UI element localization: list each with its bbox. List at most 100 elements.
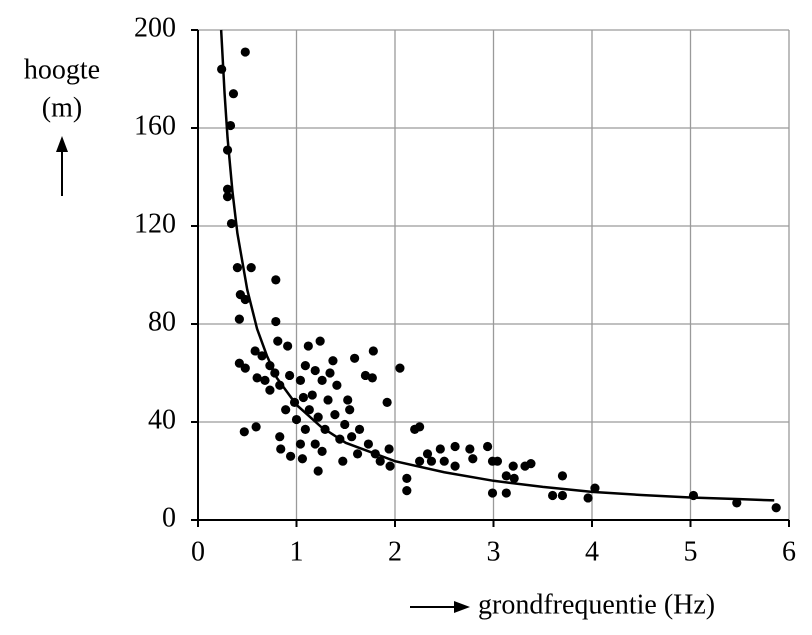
data-point (323, 395, 333, 405)
data-point (217, 64, 227, 74)
data-point (557, 471, 568, 481)
data-point (771, 503, 781, 513)
y-label-line: hoogte (24, 54, 100, 85)
data-point (240, 363, 250, 373)
data-point (450, 441, 460, 452)
data-point (285, 370, 295, 381)
data-point (252, 373, 262, 383)
data-point (363, 439, 374, 449)
x-tick-label: 5 (684, 536, 698, 567)
data-point (228, 89, 239, 99)
data-point (307, 390, 317, 400)
data-point (402, 486, 412, 496)
data-point (313, 466, 323, 476)
data-point (240, 47, 250, 57)
data-point (273, 336, 283, 346)
data-point (265, 385, 275, 395)
data-point (732, 498, 742, 508)
x-tick-label: 3 (487, 536, 501, 567)
data-point (352, 449, 363, 459)
data-point (526, 459, 536, 469)
data-point (354, 424, 365, 434)
y-tick-label: 0 (162, 502, 176, 533)
data-point (384, 444, 394, 454)
data-point (310, 439, 320, 449)
data-point (295, 439, 306, 449)
data-point (271, 275, 281, 285)
data-point (275, 432, 285, 442)
data-point (317, 446, 327, 456)
data-point (501, 488, 511, 498)
data-point (482, 441, 493, 452)
data-point (291, 414, 302, 425)
data-point (343, 395, 353, 405)
data-point (304, 405, 314, 415)
data-point (317, 375, 327, 385)
y-tick-label: 40 (148, 404, 176, 435)
data-point (281, 405, 291, 415)
x-tick-label: 4 (585, 536, 599, 567)
data-point (222, 184, 233, 194)
x-label-arrowhead (454, 601, 470, 613)
data-point (426, 456, 437, 466)
data-point (385, 461, 395, 471)
data-point (395, 363, 405, 373)
data-point (225, 120, 236, 131)
data-point (367, 373, 377, 383)
data-point (450, 461, 460, 471)
data-point (315, 336, 325, 346)
data-point (332, 380, 342, 390)
data-point (345, 405, 355, 415)
data-point (271, 316, 281, 327)
data-point (246, 263, 256, 273)
y-tick-label: 160 (134, 110, 176, 141)
data-point (240, 294, 250, 305)
y-tick-label: 80 (148, 306, 176, 337)
data-point (422, 449, 433, 459)
data-point (501, 471, 511, 481)
data-point (298, 392, 308, 403)
data-point (557, 490, 568, 501)
data-point (275, 380, 285, 390)
data-point (285, 451, 296, 461)
data-point (257, 351, 267, 361)
data-point (375, 456, 385, 466)
data-point (468, 454, 478, 464)
data-point (226, 218, 237, 229)
y-label-line: (m) (42, 92, 82, 123)
y-label-arrowhead (56, 136, 68, 152)
y-tick-label: 200 (134, 12, 176, 43)
data-point (435, 444, 445, 454)
data-point (328, 356, 338, 366)
data-point (310, 365, 320, 376)
x-tick-label: 1 (290, 536, 304, 567)
x-tick-label: 6 (782, 536, 796, 567)
data-point (350, 353, 360, 363)
data-point (300, 424, 310, 434)
x-axis-title: grondfrequentie (Hz) (478, 589, 715, 620)
data-point (548, 490, 558, 501)
data-point (283, 341, 293, 351)
data-point (415, 422, 425, 432)
data-point (583, 493, 593, 503)
data-point (276, 444, 286, 454)
data-point (330, 410, 340, 420)
x-tick-label: 0 (191, 536, 205, 567)
data-point (338, 456, 348, 466)
data-point (509, 473, 519, 483)
data-point (492, 456, 503, 466)
x-tick-label: 2 (388, 536, 402, 567)
x-axis-label: grondfrequentie (Hz) (410, 589, 715, 620)
data-point (340, 419, 350, 430)
data-point (368, 346, 378, 356)
y-axis-label: hoogte (m) (24, 54, 100, 196)
data-point (347, 432, 357, 442)
data-point (325, 368, 335, 378)
data-point (300, 361, 310, 371)
data-point (222, 192, 233, 202)
data-point (382, 397, 392, 407)
data-point (508, 461, 518, 471)
data-point (415, 456, 425, 466)
y-tick-label: 120 (134, 208, 176, 239)
